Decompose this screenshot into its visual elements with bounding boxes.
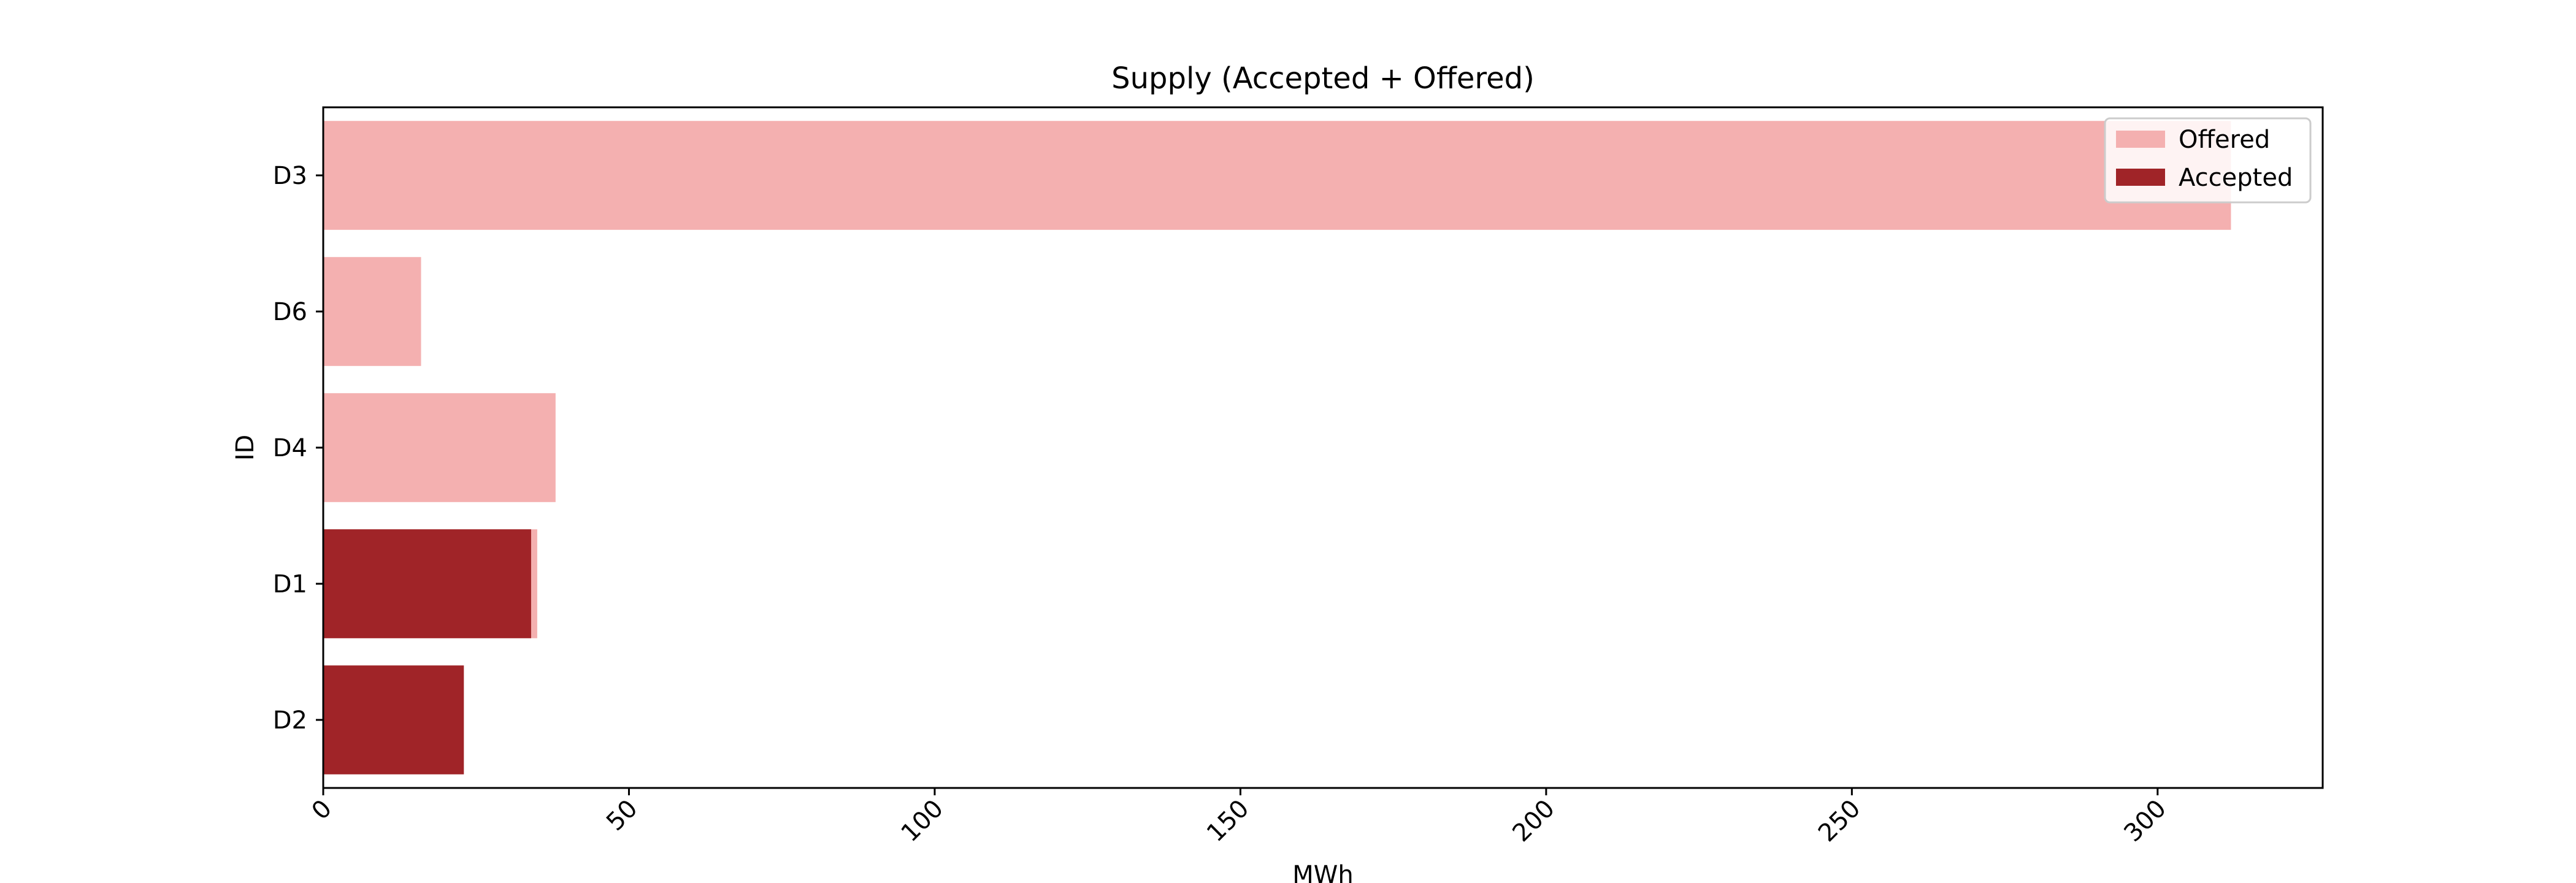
y-tick-label: D1 [273,570,307,598]
x-tick-label: 250 [1813,795,1866,848]
x-axis-label: MWh [1292,861,1353,883]
legend: Offered Accepted [2104,117,2312,204]
legend-label-offered: Offered [2179,126,2270,154]
bar-offered-d6 [323,257,421,366]
bars-layer [323,121,2231,774]
bar-offered-d3 [323,121,2231,230]
y-axis: D3 D6 D4 D1 D2 [273,162,323,735]
x-tick-label: 50 [601,795,643,837]
legend-swatch-accepted [2116,169,2165,186]
y-tick-label: D6 [273,298,307,326]
x-tick-label: 200 [1507,795,1560,848]
x-tick-label: 0 [307,795,338,826]
x-tick-label: 150 [1202,795,1255,848]
y-tick-label: D4 [273,434,307,462]
y-tick-label: D3 [273,162,307,190]
y-axis-label: ID [231,435,259,461]
bar-accepted-d1 [323,529,531,638]
y-tick-label: D2 [273,706,307,735]
legend-swatch-offered [2116,131,2165,148]
x-axis: 0 50 100 150 200 250 300 [307,788,2172,847]
chart-title: Supply (Accepted + Offered) [1111,61,1535,96]
bar-offered-d4 [323,393,556,502]
legend-label-accepted: Accepted [2179,164,2293,192]
x-tick-label: 100 [895,795,949,848]
x-tick-label: 300 [2118,795,2172,848]
bar-accepted-d2 [323,665,464,774]
